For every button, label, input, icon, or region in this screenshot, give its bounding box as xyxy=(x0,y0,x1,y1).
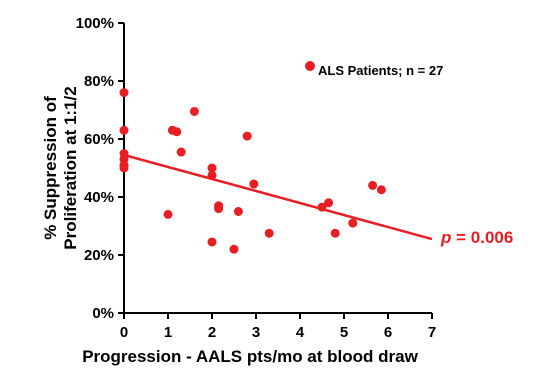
data-point xyxy=(119,163,129,173)
x-tick-label: 3 xyxy=(252,324,260,341)
y-tick-label: 0% xyxy=(92,305,114,322)
data-point xyxy=(214,204,224,214)
data-point xyxy=(330,228,340,238)
data-point xyxy=(317,202,327,212)
x-tick-label: 1 xyxy=(164,324,172,341)
x-tick-label: 7 xyxy=(428,324,436,341)
x-tick-label: 6 xyxy=(384,324,392,341)
data-point xyxy=(376,185,386,195)
x-tick-label: 4 xyxy=(296,324,305,341)
data-point xyxy=(119,88,129,98)
data-points xyxy=(119,88,386,254)
y-tick-label: 100% xyxy=(76,15,114,32)
data-point xyxy=(189,106,199,116)
legend: ALS Patients; n = 27 xyxy=(305,61,443,78)
x-axis-title: Progression - AALS pts/mo at blood draw xyxy=(82,347,418,366)
data-point xyxy=(163,209,173,219)
p-value-number: = 0.006 xyxy=(451,228,513,247)
data-point xyxy=(242,131,252,141)
y-axis-title: % Suppression of Proliferation at 1:1/2 xyxy=(41,86,80,249)
data-point xyxy=(348,218,358,228)
y-axis-title-line: % Suppression of xyxy=(41,96,60,240)
data-point xyxy=(176,147,186,157)
data-point xyxy=(368,180,378,190)
tick-labels: 0% 20% 40% 60% 80% 100% 0 1 2 3 4 5 6 7 xyxy=(76,15,437,341)
data-point xyxy=(207,170,217,180)
data-point xyxy=(119,125,129,135)
trendline xyxy=(123,153,433,241)
y-tick-label: 20% xyxy=(84,247,114,264)
legend-marker xyxy=(305,61,315,71)
data-point xyxy=(264,228,274,238)
data-point xyxy=(249,179,259,189)
p-value-symbol: p xyxy=(440,228,451,247)
y-tick-label: 60% xyxy=(84,131,114,148)
y-axis-title-line: Proliferation at 1:1/2 xyxy=(61,86,80,249)
trendline-group xyxy=(123,153,433,241)
p-value-annotation: p = 0.006 xyxy=(440,228,513,247)
data-point xyxy=(207,163,217,173)
x-tick-label: 2 xyxy=(208,324,216,341)
x-tick-label: 5 xyxy=(340,324,348,341)
data-point xyxy=(233,207,243,216)
y-tick-label: 40% xyxy=(84,189,114,206)
y-tick-label: 80% xyxy=(84,73,114,90)
data-point xyxy=(324,198,334,208)
data-point xyxy=(172,127,182,137)
legend-label: ALS Patients; n = 27 xyxy=(318,63,443,78)
data-point xyxy=(229,244,239,254)
x-tick-label: 0 xyxy=(120,324,128,341)
data-point xyxy=(207,237,217,247)
